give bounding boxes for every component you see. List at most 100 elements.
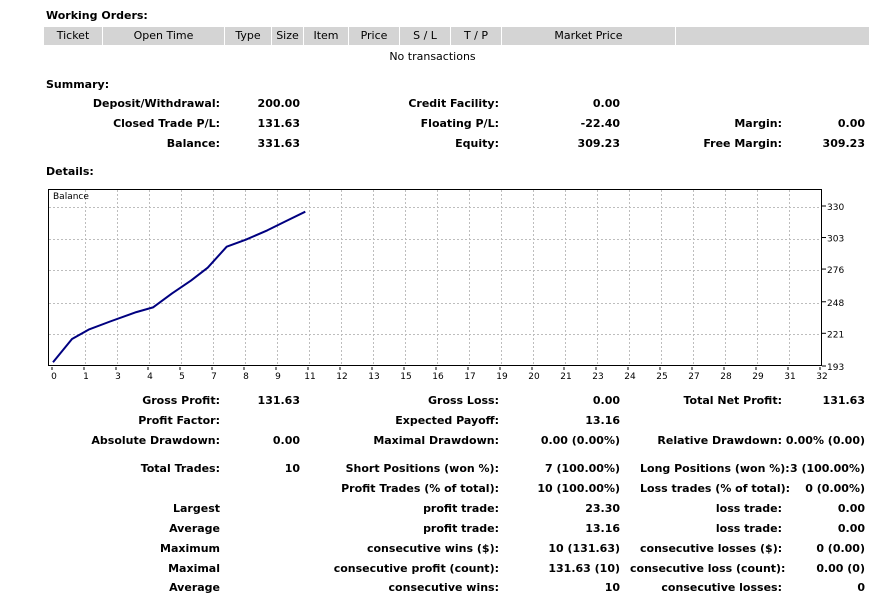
loss-trades-value: 0 (0.00%) [805, 482, 865, 495]
x-tick-label: 0 [51, 372, 57, 382]
closed-pl-value: 131.63 [257, 117, 300, 130]
largest-profit-label: profit trade: [423, 502, 499, 515]
average-loss-value: 0.00 [837, 522, 865, 535]
profit-factor-label: Profit Factor: [138, 414, 220, 427]
col-market-price[interactable]: Market Price [502, 27, 676, 45]
maximal-cons-loss-label: consecutive loss (count): [630, 562, 786, 575]
col-sl[interactable]: S / L [400, 27, 451, 45]
avg-cons-losses-label: consecutive losses: [661, 581, 782, 594]
margin-label: Margin: [734, 117, 782, 130]
max-drawdown-label: Maximal Drawdown: [373, 434, 499, 447]
y-tick-label: 248 [827, 299, 844, 309]
col-item[interactable]: Item [304, 27, 349, 45]
floating-pl-value: -22.40 [580, 117, 620, 130]
x-tick-label: 7 [211, 372, 217, 382]
margin-value: 0.00 [837, 117, 865, 130]
col-type[interactable]: Type [225, 27, 272, 45]
chart-legend: Balance [53, 192, 89, 202]
average-label: Average [169, 522, 220, 535]
gross-profit-label: Gross Profit: [142, 394, 220, 407]
average-loss-label: loss trade: [715, 522, 782, 535]
deposit-value: 200.00 [257, 97, 300, 110]
balance-chart-plot [49, 190, 821, 365]
x-tick-label: 23 [592, 372, 603, 382]
y-tick-label: 276 [827, 266, 844, 276]
chart-y-axis: 193 221 248 276 303 330 [822, 203, 844, 373]
x-tick-label: 3 [115, 372, 121, 382]
balance-value: 331.63 [257, 137, 300, 150]
largest-label: Largest [173, 502, 220, 515]
col-ticket[interactable]: Ticket [44, 27, 103, 45]
avg-cons-wins-value: 10 [604, 581, 620, 594]
gross-profit-value: 131.63 [257, 394, 300, 407]
long-pos-label: Long Positions (won %): [640, 462, 790, 475]
largest-loss-value: 0.00 [837, 502, 865, 515]
x-tick-label: 31 [784, 372, 795, 382]
y-tick-label: 193 [827, 363, 844, 373]
col-size[interactable]: Size [272, 27, 304, 45]
equity-label: Equity: [455, 137, 499, 150]
x-tick-label: 19 [496, 372, 508, 382]
x-tick-label: 20 [528, 372, 540, 382]
maximal-cons-profit-label: consecutive profit (count): [333, 562, 499, 575]
working-orders-title: Working Orders: [46, 9, 148, 22]
profit-trades-value: 10 (100.00%) [537, 482, 620, 495]
expected-payoff-label: Expected Payoff: [395, 414, 499, 427]
equity-value: 309.23 [577, 137, 620, 150]
profit-trades-label: Profit Trades (% of total): [341, 482, 499, 495]
average-profit-value: 13.16 [585, 522, 620, 535]
x-tick-label: 27 [688, 372, 699, 382]
abs-drawdown-label: Absolute Drawdown: [91, 434, 220, 447]
x-tick-label: 4 [147, 372, 153, 382]
details-title: Details: [46, 165, 94, 178]
x-tick-label: 15 [400, 372, 411, 382]
max-cons-losses-label: consecutive losses ($): [640, 542, 783, 555]
max-cons-wins-label: consecutive wins ($): [366, 542, 499, 555]
x-tick-label: 32 [816, 372, 827, 382]
maximal-cons-loss-value: 0.00 (0) [816, 562, 865, 575]
short-pos-label: Short Positions (won %): [345, 462, 499, 475]
balance-series-line [52, 210, 306, 363]
loss-trades-label: Loss trades (% of total): [640, 482, 791, 495]
credit-label: Credit Facility: [408, 97, 499, 110]
abs-drawdown-value: 0.00 [272, 434, 300, 447]
col-price[interactable]: Price [349, 27, 400, 45]
free-margin-value: 309.23 [822, 137, 865, 150]
col-open-time[interactable]: Open Time [103, 27, 225, 45]
free-margin-label: Free Margin: [703, 137, 782, 150]
x-tick-label: 29 [752, 372, 764, 382]
x-tick-label: 25 [656, 372, 667, 382]
rel-drawdown-value: 0.00% (0.00) [785, 434, 865, 447]
max-drawdown-value: 0.00 (0.00%) [540, 434, 620, 447]
expected-payoff-value: 13.16 [585, 414, 620, 427]
x-tick-label: 16 [432, 372, 444, 382]
orders-empty-text: No transactions [389, 50, 476, 63]
closed-pl-label: Closed Trade P/L: [113, 117, 220, 130]
gross-loss-value: 0.00 [592, 394, 620, 407]
x-tick-label: 13 [368, 372, 379, 382]
y-tick-label: 303 [827, 235, 844, 245]
balance-chart: Balance [48, 189, 822, 366]
avg-cons-wins-label: consecutive wins: [388, 581, 499, 594]
x-tick-label: 12 [336, 372, 347, 382]
summary-title: Summary: [46, 78, 110, 91]
x-tick-label: 24 [624, 372, 636, 382]
deposit-label: Deposit/Withdrawal: [92, 97, 220, 110]
average2-label: Average [169, 581, 220, 594]
gross-loss-label: Gross Loss: [428, 394, 499, 407]
max-cons-losses-value: 0 (0.00) [816, 542, 865, 555]
col-tp[interactable]: T / P [451, 27, 502, 45]
total-net-profit-value: 131.63 [822, 394, 865, 407]
credit-value: 0.00 [592, 97, 620, 110]
x-tick-label: 11 [304, 372, 315, 382]
y-tick-label: 221 [827, 330, 844, 340]
avg-cons-losses-value: 0 [857, 581, 865, 594]
orders-header-row: Ticket Open Time Type Size Item Price S … [44, 27, 869, 45]
max-cons-wins-value: 10 (131.63) [548, 542, 620, 555]
short-pos-value: 7 (100.00%) [544, 462, 620, 475]
x-tick-label: 5 [179, 372, 185, 382]
x-tick-label: 17 [464, 372, 475, 382]
x-tick-label: 1 [83, 372, 89, 382]
y-tick-label: 330 [827, 203, 844, 213]
x-tick-label: 9 [275, 372, 281, 382]
